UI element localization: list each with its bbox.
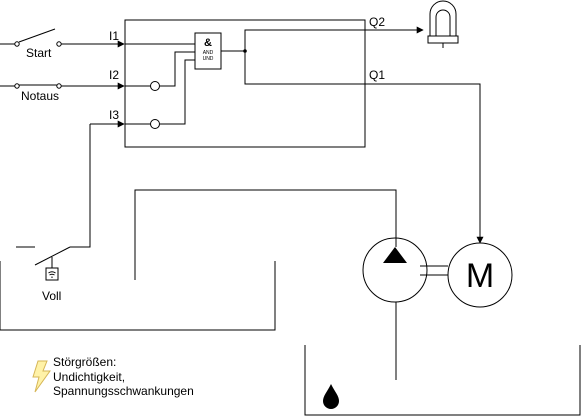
notaus-switch[interactable] bbox=[0, 83, 75, 89]
voll-switch[interactable] bbox=[16, 246, 71, 268]
motor-icon bbox=[447, 242, 513, 308]
motor-label: M bbox=[466, 257, 494, 295]
lightning-icon bbox=[32, 360, 51, 393]
left-tank bbox=[0, 261, 276, 331]
input-i2-label: I2 bbox=[109, 68, 119, 82]
and-gate-text-und: UND bbox=[203, 56, 214, 62]
disturbance-title: Störgrößen: bbox=[53, 355, 116, 369]
right-tank bbox=[304, 345, 581, 416]
voll-label: Voll bbox=[42, 289, 61, 303]
i3-to-gate-wire bbox=[160, 59, 195, 125]
q1-wire bbox=[365, 83, 484, 244]
q2-internal-wire bbox=[244, 29, 365, 51]
i2-to-gate-wire bbox=[160, 51, 195, 87]
water-drop-icon bbox=[323, 384, 339, 409]
pump-icon bbox=[362, 237, 428, 303]
and-gate-symbol: & bbox=[204, 37, 212, 49]
float-sensor-icon bbox=[45, 267, 59, 281]
start-label: Start bbox=[26, 46, 52, 60]
notaus-label: Notaus bbox=[21, 89, 59, 103]
disturbance-item-1: Undichtigkeit, bbox=[53, 370, 125, 384]
output-q2-label: Q2 bbox=[369, 15, 385, 29]
output-q1-label: Q1 bbox=[369, 68, 385, 82]
start-switch[interactable] bbox=[0, 28, 75, 47]
input-i1-label: I1 bbox=[109, 29, 119, 43]
disturbance-item-2: Spannungsschwankungen bbox=[53, 384, 194, 398]
i2-inverter bbox=[150, 81, 160, 91]
and-gate-text-and: AND bbox=[203, 50, 214, 56]
lamp-icon bbox=[427, 0, 459, 48]
supply-pipe bbox=[134, 189, 397, 280]
q1-internal-wire bbox=[244, 51, 365, 85]
i3-inverter bbox=[150, 119, 160, 129]
voll-wire bbox=[70, 124, 91, 248]
input-i3-label: I3 bbox=[109, 108, 119, 122]
